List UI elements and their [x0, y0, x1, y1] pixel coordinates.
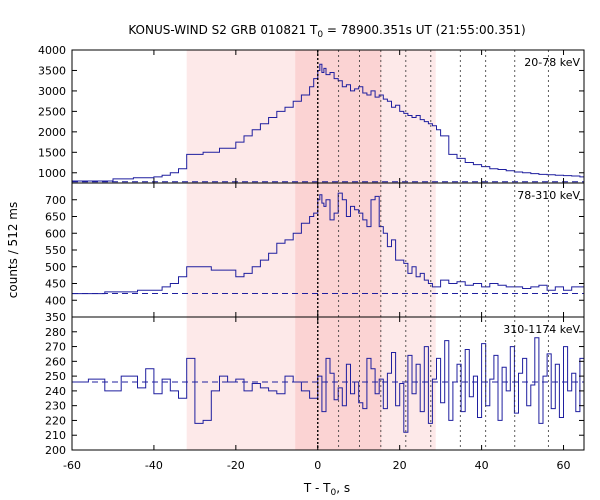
panel-frame-2 — [71, 316, 585, 451]
y-tick-label: 3000 — [38, 85, 66, 98]
y-tick-label: 650 — [45, 211, 66, 224]
y-tick-label: 240 — [45, 385, 66, 398]
y-tick-label: 450 — [45, 278, 66, 291]
panel-1: 350 400 450 500 550 600 650 700 78-310 keV — [45, 189, 585, 324]
energy-band-label: 20-78 keV — [524, 56, 580, 69]
panel-frames — [71, 49, 585, 451]
x-tick-label: -40 — [145, 459, 163, 472]
series-line-2 — [72, 337, 585, 433]
shaded-bands — [186, 50, 436, 450]
panel-0: 1000 1500 2000 2500 3000 3500 4000 20-78 keV — [38, 44, 584, 183]
y-tick-label: 2500 — [38, 105, 66, 118]
y-axis-label: counts / 512 ms — [6, 202, 20, 298]
y-tick-label: 400 — [45, 294, 66, 307]
y-tick-label: 350 — [45, 311, 66, 324]
energy-band-label: 310-1174 keV — [503, 323, 580, 336]
y-tick-label: 230 — [45, 400, 66, 413]
x-tick-label: -60 — [63, 459, 81, 472]
y-tick-label: 210 — [45, 429, 66, 442]
x-tick-label: 20 — [393, 459, 407, 472]
chart-title: KONUS-WIND S2 GRB 010821 T0 = 78900.351s… — [128, 23, 525, 40]
x-axis-label: T - T0, s — [303, 481, 350, 498]
x-tick-label: -20 — [227, 459, 245, 472]
y-tick-label: 220 — [45, 414, 66, 427]
y-tick-label: 550 — [45, 244, 66, 257]
y-tick-label: 4000 — [38, 44, 66, 57]
energy-band-label: 78-310 keV — [517, 189, 580, 202]
y-tick-label: 200 — [45, 444, 66, 457]
y-tick-label: 500 — [45, 261, 66, 274]
y-tick-label: 600 — [45, 227, 66, 240]
y-tick-label: 270 — [45, 341, 66, 354]
y-tick-label: 280 — [45, 326, 66, 339]
series-line-1 — [72, 192, 585, 295]
series-line-0 — [72, 63, 584, 182]
y-tick-label: 260 — [45, 355, 66, 368]
y-tick-label: 2000 — [38, 126, 66, 139]
y-tick-label: 3500 — [38, 64, 66, 77]
x-tick-label: 40 — [475, 459, 489, 472]
y-tick-label: 1500 — [38, 146, 66, 159]
x-tick-label: 60 — [557, 459, 571, 472]
chart-panels: 1000 1500 2000 2500 3000 3500 4000 20-78 keV 350… — [38, 44, 585, 457]
x-axis: -60 -40 -20 0 20 40 60 — [63, 50, 571, 472]
y-tick-label: 250 — [45, 370, 66, 383]
x-tick-label: 0 — [314, 459, 321, 472]
y-tick-label: 1000 — [38, 167, 66, 180]
vertical-marker-lines — [317, 50, 549, 450]
y-tick-label: 700 — [45, 194, 66, 207]
